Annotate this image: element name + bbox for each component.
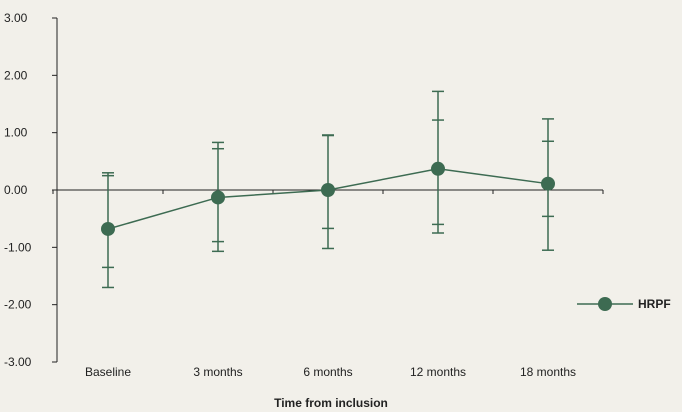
- markers: [101, 161, 555, 236]
- x-tick-label: Baseline: [85, 365, 131, 379]
- x-tick-label: 18 months: [520, 365, 576, 379]
- x-tick-label: 12 months: [410, 365, 466, 379]
- y-tick-label: -3.00: [4, 355, 32, 369]
- y-tick-label: 0.00: [4, 183, 28, 197]
- data-point: [541, 176, 555, 191]
- data-point: [101, 221, 115, 236]
- y-tick-label: -2.00: [4, 298, 32, 312]
- legend-marker: [598, 297, 612, 311]
- data-point: [431, 161, 445, 176]
- data-point: [321, 183, 335, 197]
- legend: HRPF: [577, 297, 671, 311]
- y-tick-label: 3.00: [4, 11, 28, 25]
- data-point: [211, 190, 225, 205]
- x-tick-label: 3 months: [193, 365, 242, 379]
- y-tick-label: 2.00: [4, 68, 28, 82]
- axes: 3.00 2.00 1.00 0.00 -1.00 -2.00 -3.00 Baseline 3…: [4, 11, 604, 379]
- y-tick-label: 1.00: [4, 126, 28, 140]
- x-tick-label: 6 months: [303, 365, 352, 379]
- x-axis-title: Time from inclusion: [274, 396, 388, 410]
- y-tick-label: -1.00: [4, 240, 32, 254]
- legend-label: HRPF: [638, 297, 671, 311]
